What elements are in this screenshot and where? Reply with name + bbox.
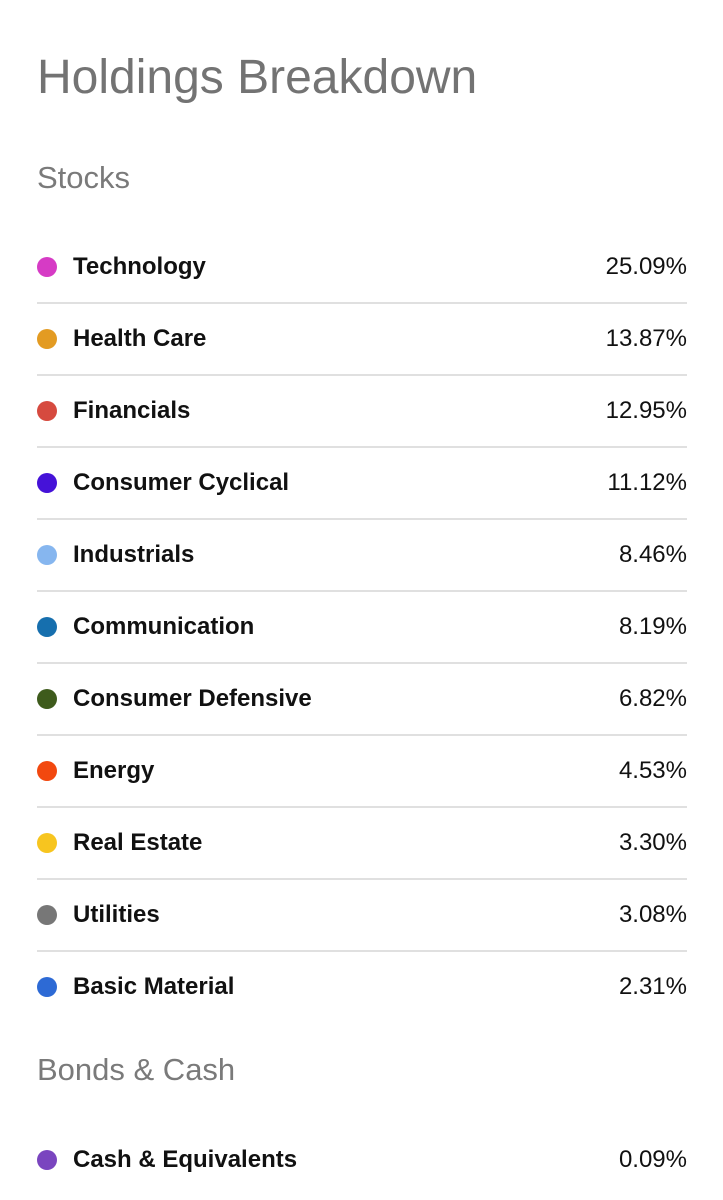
holding-name: Cash & Equivalents — [73, 1146, 298, 1173]
stocks-holdings-list: Technology 25.09% Health Care 13.87% Fin… — [37, 232, 687, 1022]
utilities-color-dot — [37, 905, 57, 925]
cash-equivalents-color-dot — [37, 1150, 57, 1170]
holding-percentage: 12.95% — [605, 397, 687, 424]
holding-row-cash-equivalents: Cash & Equivalents 0.09% — [37, 1125, 687, 1195]
holding-percentage: 4.53% — [618, 757, 687, 784]
holding-name: Utilities — [73, 901, 160, 928]
page-title: Holdings Breakdown — [37, 51, 478, 104]
holding-name: Consumer Cyclical — [73, 469, 290, 496]
holding-row-consumer-cyclical: Consumer Cyclical 11.12% — [37, 448, 687, 520]
holding-percentage: 6.82% — [618, 685, 687, 712]
energy-color-dot — [37, 761, 57, 781]
consumer-cyclical-color-dot — [37, 473, 57, 493]
holding-row-communication: Communication 8.19% — [37, 592, 687, 664]
bonds-cash-section-heading: Bonds & Cash — [37, 1052, 236, 1087]
holding-name: Health Care — [73, 325, 207, 352]
holding-percentage: 3.08% — [618, 901, 687, 928]
holding-percentage: 0.09% — [618, 1146, 687, 1173]
holding-row-industrials: Industrials 8.46% — [37, 520, 687, 592]
holding-percentage: 2.31% — [618, 973, 687, 1000]
real-estate-color-dot — [37, 833, 57, 853]
consumer-defensive-color-dot — [37, 689, 57, 709]
holding-name: Industrials — [73, 541, 195, 568]
health-care-color-dot — [37, 329, 57, 349]
holding-percentage: 25.09% — [605, 253, 687, 280]
financials-color-dot — [37, 401, 57, 421]
holding-percentage: 8.46% — [618, 541, 687, 568]
holding-row-health-care: Health Care 13.87% — [37, 304, 687, 376]
holding-name: Basic Material — [73, 973, 235, 1000]
communication-color-dot — [37, 617, 57, 637]
holding-row-financials: Financials 12.95% — [37, 376, 687, 448]
holding-row-basic-material: Basic Material 2.31% — [37, 952, 687, 1022]
holding-name: Communication — [73, 613, 255, 640]
holding-row-technology: Technology 25.09% — [37, 232, 687, 304]
holding-row-real-estate: Real Estate 3.30% — [37, 808, 687, 880]
stocks-section-heading: Stocks — [37, 160, 131, 195]
holding-name: Consumer Defensive — [73, 685, 312, 712]
holding-name: Real Estate — [73, 829, 203, 856]
holding-row-energy: Energy 4.53% — [37, 736, 687, 808]
holding-row-consumer-defensive: Consumer Defensive 6.82% — [37, 664, 687, 736]
technology-color-dot — [37, 257, 57, 277]
holding-name: Technology — [73, 253, 206, 280]
holding-percentage: 11.12% — [607, 469, 687, 496]
holding-row-utilities: Utilities 3.08% — [37, 880, 687, 952]
industrials-color-dot — [37, 545, 57, 565]
holding-percentage: 8.19% — [618, 613, 687, 640]
holding-name: Financials — [73, 397, 191, 424]
holding-percentage: 3.30% — [618, 829, 687, 856]
holding-name: Energy — [73, 757, 155, 784]
holding-percentage: 13.87% — [605, 325, 687, 352]
bonds-cash-holdings-list: Cash & Equivalents 0.09% — [37, 1125, 687, 1195]
basic-material-color-dot — [37, 977, 57, 997]
